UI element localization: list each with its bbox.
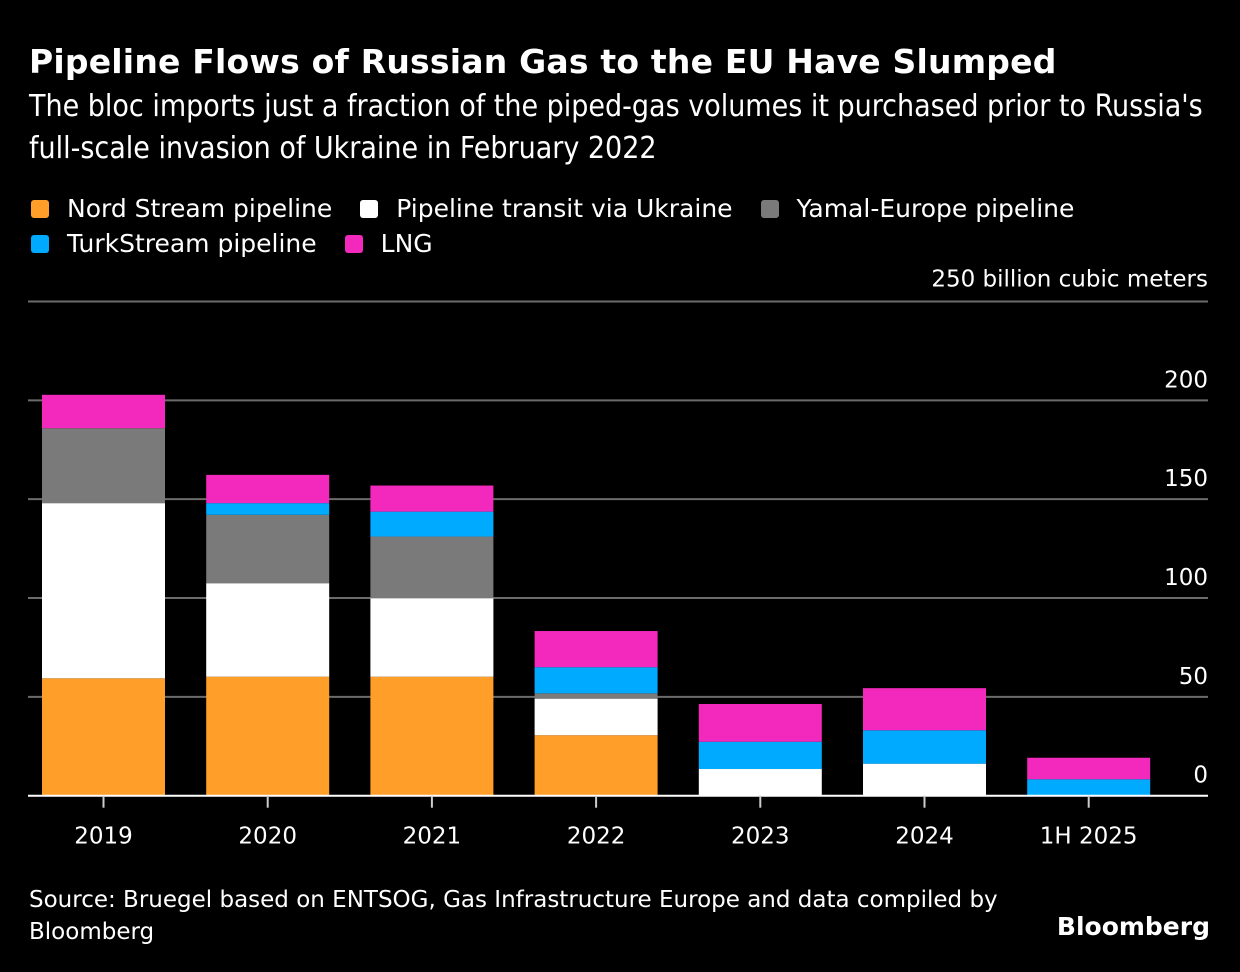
legend: Nord Stream pipeline Pipeline transit vi… — [31, 191, 1221, 261]
chart-subtitle: The bloc imports just a fraction of the … — [29, 89, 1203, 166]
bar-segment-nord-stream-pipeline — [370, 676, 494, 796]
bar-segment-yamal-europe-pipeline — [534, 693, 658, 699]
bar-segment-nord-stream-pipeline — [206, 676, 330, 796]
bar-segment-turkstream-pipeline — [534, 667, 658, 694]
legend-swatch-lng — [344, 234, 363, 253]
y-tick-label: 150 — [1164, 466, 1208, 492]
bar-segment-lng — [206, 474, 330, 504]
legend-swatch-ukraine-transit — [360, 199, 379, 218]
bar-segment-pipeline-transit-via-ukraine — [863, 763, 986, 796]
bar-segment-pipeline-transit-via-ukraine — [206, 583, 330, 677]
y-tick-label: 100 — [1164, 565, 1208, 591]
bar-segment-lng — [1027, 757, 1151, 780]
x-tick-label: 2020 — [238, 824, 297, 850]
x-tick-label: 1H 2025 — [1040, 824, 1138, 850]
y-tick-label: 200 — [1164, 367, 1208, 393]
bar-segment-turkstream-pipeline — [863, 730, 986, 764]
legend-item-turkstream: TurkStream pipeline — [31, 229, 317, 258]
y-tick-label: 50 — [1179, 664, 1208, 690]
legend-row-2: TurkStream pipeline LNG — [31, 226, 1221, 261]
bar-segment-yamal-europe-pipeline — [206, 514, 330, 584]
bar-segment-nord-stream-pipeline — [42, 678, 165, 796]
y-tick-label: 250 billion cubic meters — [931, 267, 1208, 293]
bar-segment-turkstream-pipeline — [1027, 779, 1151, 796]
bar-segment-turkstream-pipeline — [370, 511, 494, 537]
bar-segment-turkstream-pipeline — [206, 503, 330, 515]
bar-segment-pipeline-transit-via-ukraine — [42, 503, 165, 679]
legend-swatch-yamal-europe — [760, 199, 779, 218]
legend-item-lng: LNG — [344, 229, 433, 258]
x-tick-label: 2019 — [74, 824, 133, 850]
legend-swatch-nord-stream — [31, 199, 49, 218]
bloomberg-logo: Bloomberg — [1056, 912, 1210, 941]
legend-label: TurkStream pipeline — [67, 229, 317, 258]
legend-label: Pipeline transit via Ukraine — [396, 194, 733, 223]
legend-label: Nord Stream pipeline — [67, 194, 333, 223]
bar-segment-lng — [42, 394, 165, 429]
bar-segment-pipeline-transit-via-ukraine — [698, 769, 822, 796]
y-tick-label: 0 — [1193, 763, 1208, 789]
legend-item-nord-stream: Nord Stream pipeline — [31, 194, 332, 223]
bar-segment-lng — [863, 688, 986, 731]
bar-segment-yamal-europe-pipeline — [42, 428, 165, 504]
source-note: Source: Bruegel based on ENTSOG, Gas Inf… — [29, 887, 998, 945]
bar-segment-turkstream-pipeline — [698, 741, 822, 770]
x-tick-label: 2023 — [731, 824, 790, 850]
bar-segment-yamal-europe-pipeline — [370, 536, 494, 599]
chart-title: Pipeline Flows of Russian Gas to the EU … — [29, 42, 1057, 81]
bar-segment-nord-stream-pipeline — [534, 735, 658, 796]
bar-segment-lng — [534, 631, 658, 668]
legend-item-yamal-europe: Yamal-Europe pipeline — [760, 194, 1075, 223]
legend-item-ukraine-transit: Pipeline transit via Ukraine — [360, 194, 733, 223]
legend-row-1: Nord Stream pipeline Pipeline transit vi… — [31, 191, 1221, 226]
x-tick-label: 2021 — [403, 824, 462, 850]
bar-segment-pipeline-transit-via-ukraine — [534, 698, 658, 736]
legend-label: LNG — [380, 229, 433, 258]
bar-segment-lng — [698, 703, 822, 742]
bar-segment-pipeline-transit-via-ukraine — [370, 598, 494, 677]
bar-segment-lng — [370, 485, 494, 512]
legend-swatch-turkstream — [31, 234, 49, 253]
x-tick-label: 2024 — [895, 824, 954, 850]
legend-label: Yamal-Europe pipeline — [796, 194, 1075, 223]
x-tick-label: 2022 — [567, 824, 626, 850]
